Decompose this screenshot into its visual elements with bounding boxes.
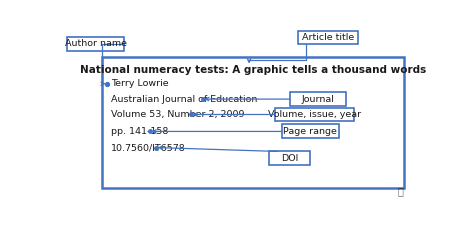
Text: Article title: Article title xyxy=(302,33,354,42)
Text: National numeracy tests: A graphic tells a thousand words: National numeracy tests: A graphic tells… xyxy=(80,65,426,75)
Bar xyxy=(298,30,358,44)
Text: 🎓: 🎓 xyxy=(397,186,403,196)
Text: DOI: DOI xyxy=(281,154,298,163)
Bar xyxy=(282,125,339,138)
Text: Author name: Author name xyxy=(64,39,127,48)
Bar xyxy=(67,37,124,51)
Bar xyxy=(290,92,346,106)
Bar xyxy=(275,108,354,121)
Bar xyxy=(268,151,310,165)
Text: 10.7560/IT6578: 10.7560/IT6578 xyxy=(111,143,186,152)
Text: pp. 141-158: pp. 141-158 xyxy=(111,127,169,136)
Text: Volume 53, Number 2, 2009: Volume 53, Number 2, 2009 xyxy=(111,110,245,119)
Text: Terry Lowrie: Terry Lowrie xyxy=(111,79,169,88)
Text: Australian Journal of Education: Australian Journal of Education xyxy=(111,95,257,104)
Bar xyxy=(102,57,404,188)
Text: Page range: Page range xyxy=(283,127,337,136)
Text: Journal: Journal xyxy=(301,95,335,104)
Text: Volume, issue, year: Volume, issue, year xyxy=(268,110,361,119)
